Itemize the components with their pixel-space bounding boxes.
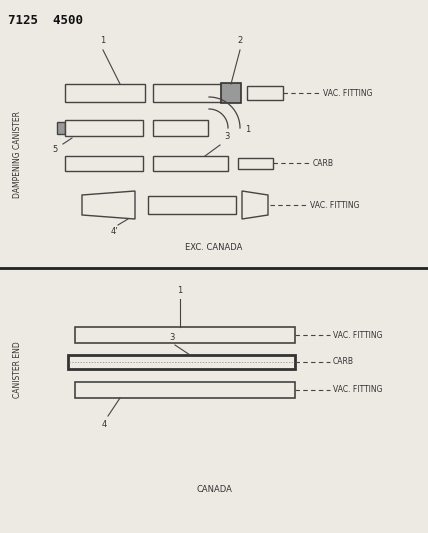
Text: VAC. FITTING: VAC. FITTING: [333, 330, 383, 340]
Text: 4': 4': [110, 227, 118, 236]
Text: 3: 3: [224, 132, 229, 141]
Bar: [75, 327, 295, 343]
Text: 7125  4500: 7125 4500: [8, 14, 83, 27]
Bar: [153, 84, 221, 102]
Text: 2: 2: [238, 36, 243, 45]
Bar: [65, 84, 145, 102]
Text: CARB: CARB: [333, 358, 354, 367]
Text: 5: 5: [53, 146, 58, 155]
Bar: [153, 120, 208, 136]
Bar: [221, 83, 241, 103]
Bar: [247, 86, 283, 100]
Bar: [238, 158, 273, 169]
Text: VAC. FITTING: VAC. FITTING: [310, 200, 360, 209]
Text: 4: 4: [101, 420, 107, 429]
Text: 1: 1: [245, 125, 250, 134]
Bar: [65, 120, 143, 136]
Text: 1: 1: [177, 286, 183, 295]
Text: EXC. CANADA: EXC. CANADA: [185, 244, 243, 253]
Bar: [65, 156, 143, 171]
Polygon shape: [242, 191, 268, 219]
Bar: [148, 196, 236, 214]
Bar: [68, 355, 295, 369]
Polygon shape: [82, 191, 135, 219]
Bar: [75, 382, 295, 398]
Text: VAC. FITTING: VAC. FITTING: [323, 88, 372, 98]
Text: 1: 1: [101, 36, 106, 45]
Bar: [57, 122, 65, 134]
Text: CARB: CARB: [313, 158, 334, 167]
Text: CANISTER END: CANISTER END: [14, 342, 23, 398]
Text: VAC. FITTING: VAC. FITTING: [333, 385, 383, 394]
Text: 3: 3: [169, 333, 175, 342]
Text: DAMPENING CANISTER: DAMPENING CANISTER: [14, 111, 23, 198]
Text: CANADA: CANADA: [196, 486, 232, 495]
Bar: [153, 156, 228, 171]
